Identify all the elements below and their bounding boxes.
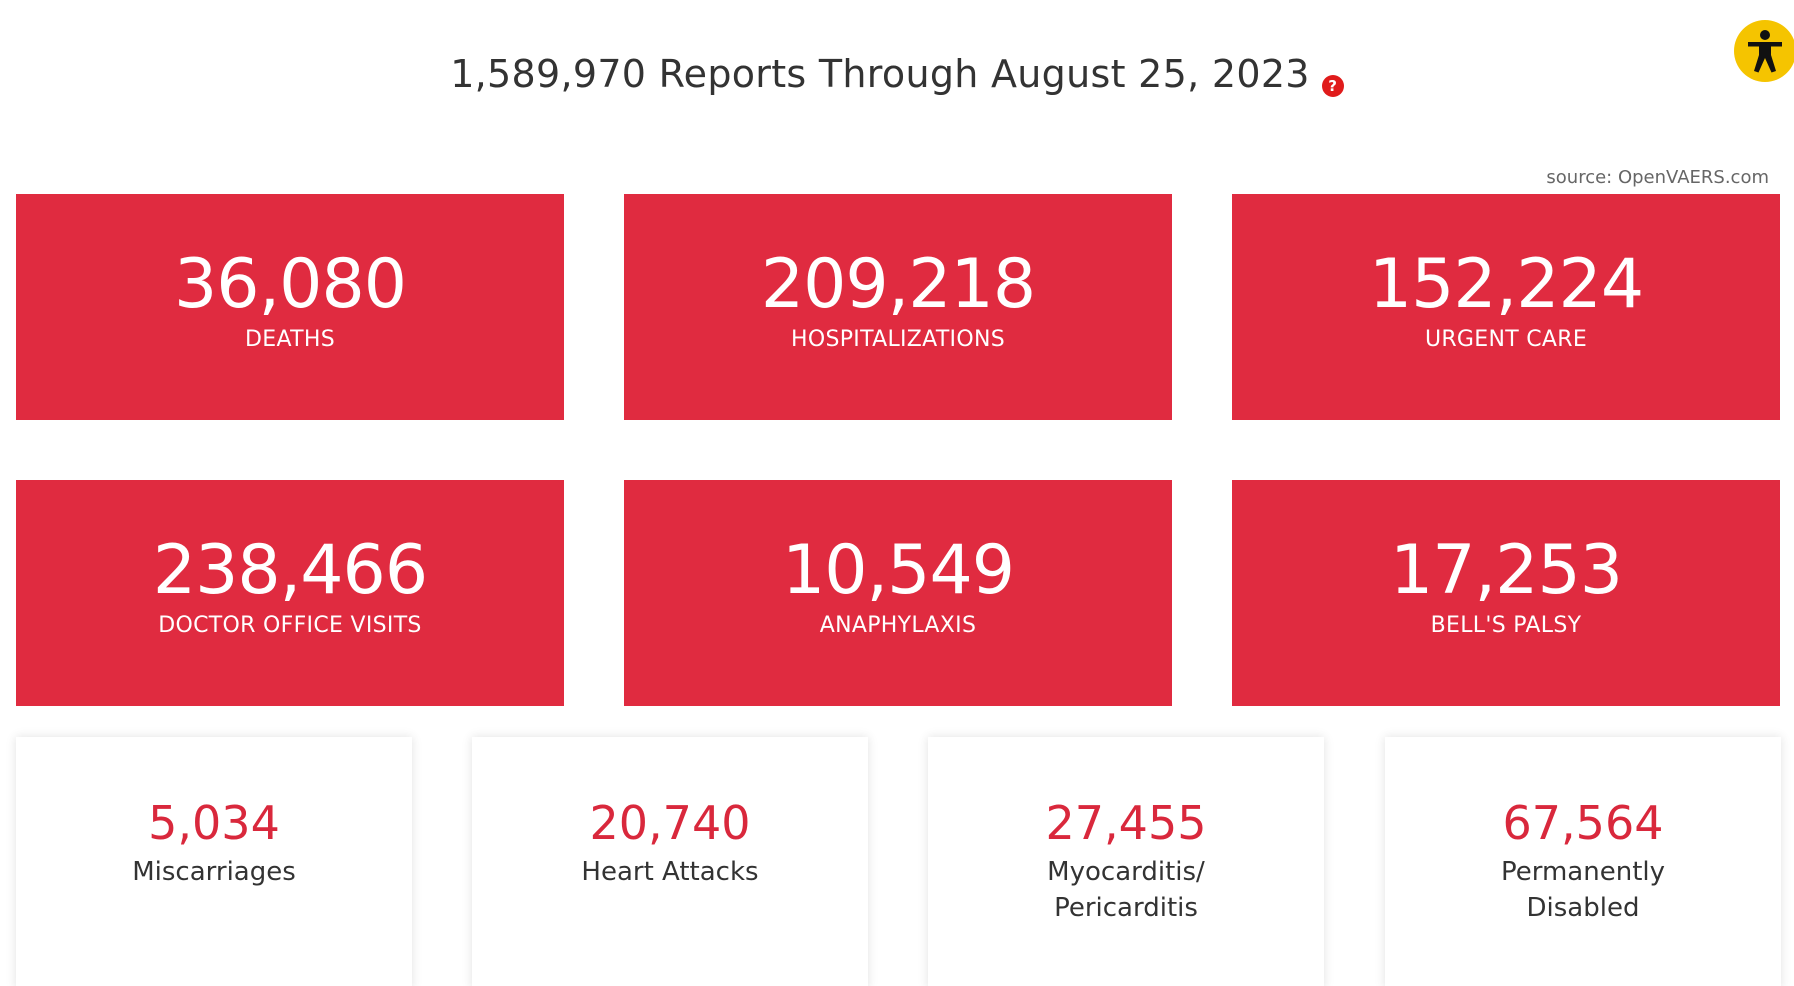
stat-value: 20,740 (589, 796, 751, 850)
stat-label: DEATHS (245, 327, 335, 352)
stat-value: 209,218 (760, 245, 1036, 324)
page-title-row: 1,589,970 Reports Through August 25, 202… (0, 52, 1794, 97)
stat-label: Myocarditis/ Pericarditis (1047, 857, 1205, 923)
stat-label: Miscarriages (132, 857, 296, 887)
stat-value: 36,080 (174, 245, 407, 324)
stat-label: Heart Attacks (581, 857, 759, 887)
stat-card-permanently-disabled: 67,564 Permanently Disabled (1385, 737, 1781, 986)
stat-card-heart-attacks: 20,740 Heart Attacks (472, 737, 868, 986)
stat-card-deaths: 36,080 DEATHS (16, 194, 564, 420)
stat-card-doctor-office-visits: 238,466 DOCTOR OFFICE VISITS (16, 480, 564, 706)
accessibility-person-icon (1748, 30, 1782, 73)
stat-value: 17,253 (1390, 531, 1623, 610)
stat-label: HOSPITALIZATIONS (791, 327, 1005, 352)
stat-label: Permanently Disabled (1501, 857, 1665, 923)
stat-label: URGENT CARE (1424, 327, 1588, 352)
stat-value: 67,564 (1502, 796, 1664, 850)
stat-card-bells-palsy: 17,253 BELL'S PALSY (1232, 480, 1780, 706)
accessibility-button[interactable] (1734, 20, 1794, 82)
stat-label: BELL'S PALSY (1430, 613, 1582, 638)
stat-card-miscarriages: 5,034 Miscarriages (16, 737, 412, 986)
stat-card-urgent-care: 152,224 URGENT CARE (1232, 194, 1780, 420)
stat-value: 10,549 (782, 531, 1015, 610)
stat-card-anaphylaxis: 10,549 ANAPHYLAXIS (624, 480, 1172, 706)
source-note: source: OpenVAERS.com (1546, 167, 1769, 188)
stat-card-hospitalizations: 209,218 HOSPITALIZATIONS (624, 194, 1172, 420)
page-title: 1,589,970 Reports Through August 25, 202… (450, 52, 1310, 96)
stat-card-myocarditis: 27,455 Myocarditis/ Pericarditis (928, 737, 1324, 986)
stat-label: ANAPHYLAXIS (819, 613, 977, 638)
stat-value: 238,466 (152, 531, 428, 610)
help-icon[interactable]: ? (1321, 75, 1344, 97)
stat-value: 27,455 (1045, 796, 1207, 850)
stat-value: 152,224 (1368, 245, 1644, 324)
stat-label: DOCTOR OFFICE VISITS (158, 613, 422, 638)
stat-value: 5,034 (148, 796, 280, 850)
